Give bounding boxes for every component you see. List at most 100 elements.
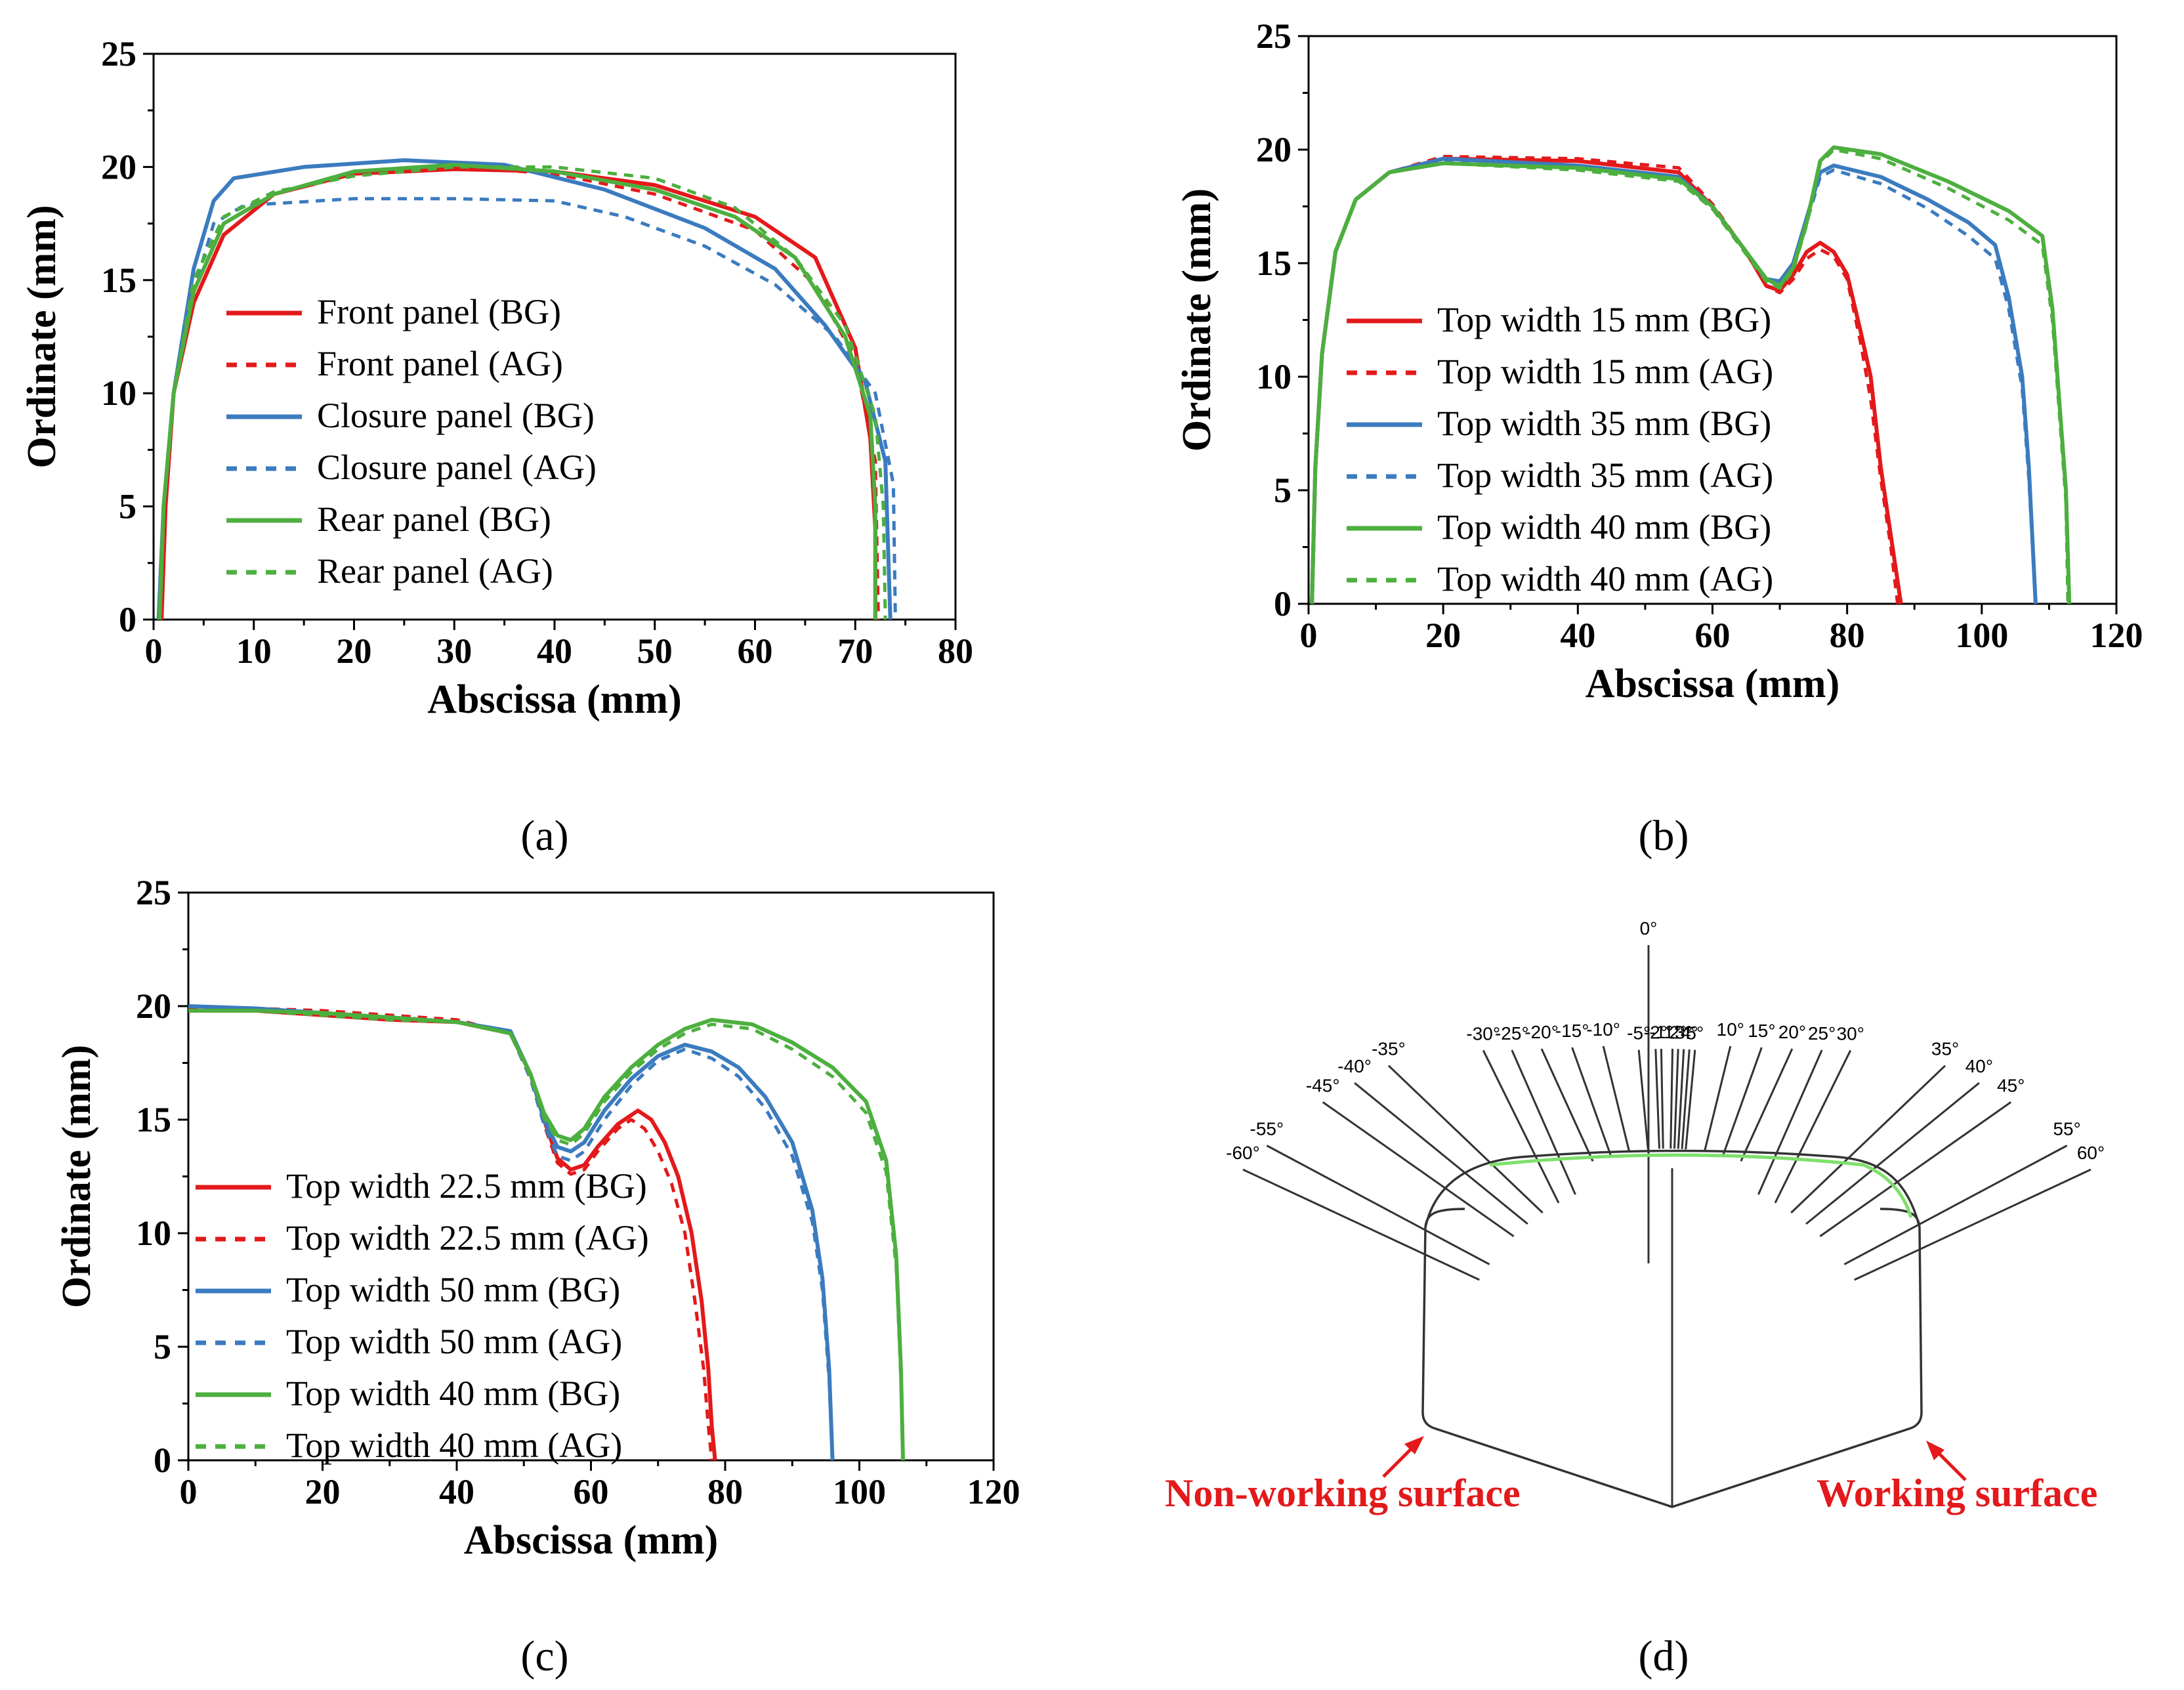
x-tick-label: 50 [637,631,673,671]
chart-c: 0 20 40 60 80 100 120 0 5 10 15 20 25 Abscissa (mm) Or… [54,873,1020,1563]
x-tick-label: 20 [305,1472,341,1511]
series-line-5 [158,163,877,620]
angle-label: 55° [2053,1119,2080,1139]
x-tick-label: 80 [1830,616,1865,655]
legend-label: Closure panel (AG) [317,448,597,487]
x-tick-label: 80 [707,1472,743,1511]
y-tick-label: 20 [136,986,171,1026]
legend-label: Top width 15 mm (AG) [1437,352,1773,391]
caption-b: (b) [1639,812,1689,860]
angle-label: 1° [1664,1022,1681,1042]
x-tick-label: 100 [1955,616,2008,655]
x-tick-label: 0 [145,631,163,671]
legend-label: Top width 40 mm (BG) [286,1374,620,1413]
angle-line [1721,1047,1763,1156]
angle-label: -2° [1644,1022,1668,1042]
series-line-2 [188,1007,714,1461]
non-working-surface-label: Non-working surface [1165,1471,1521,1515]
x-axis-label: Abscissa (mm) [464,1518,718,1563]
angle-label: 3° [1675,1023,1692,1043]
angle-line [1511,1049,1576,1195]
angle-label: 10° [1717,1019,1744,1040]
y-tick-label: 0 [154,1441,171,1480]
y-tick-label: 10 [101,373,136,413]
angle-label: 0° [1640,918,1658,939]
y-axis-label: Ordinate (mm) [54,1045,99,1308]
angle-line [1354,1082,1528,1225]
series-line-6 [158,165,887,620]
legend-label: Top width 22.5 mm (BG) [286,1166,647,1206]
legend-label: Closure panel (BG) [317,396,595,435]
x-tick-label: 70 [837,631,873,671]
y-tick-label: 25 [101,34,136,74]
angle-line [1602,1046,1631,1152]
angle-line [1843,1145,2068,1265]
angle-line [1681,1049,1690,1149]
x-tick-label: 60 [738,631,773,671]
y-tick-label: 0 [119,600,136,639]
angle-line [1322,1101,1515,1237]
legend-label: Top width 50 mm (BG) [286,1270,620,1309]
angle-label: -30° [1466,1023,1500,1044]
x-tick-label: 60 [1695,616,1731,655]
angle-label: 35° [1931,1039,1959,1059]
x-tick-label: 20 [1425,616,1461,655]
legend-label: Top width 40 mm (AG) [286,1426,622,1465]
legend-label: Top width 50 mm (AG) [286,1322,622,1361]
series-line-6 [188,1009,905,1461]
y-tick-label: 20 [1256,130,1292,169]
y-axis-label: Ordinate (mm) [20,205,64,468]
y-tick-label: 0 [1274,584,1292,623]
x-axis-label: Abscissa (mm) [1586,662,1839,706]
angle-label: 40° [1965,1056,1993,1076]
series-line-3 [156,158,892,620]
angle-label: -5° [1627,1023,1650,1044]
angle-line [1740,1048,1794,1162]
angle-line [1660,1049,1664,1149]
angle-label: 20° [1778,1022,1806,1042]
series-line-4 [157,197,897,620]
y-tick-label: 20 [101,147,136,186]
x-tick-label: 40 [537,631,572,671]
x-tick-label: 80 [938,631,973,671]
x-tick-label: 0 [1300,616,1318,655]
legend-label: Top width 40 mm (AG) [1437,559,1773,599]
angle-label: -1° [1649,1022,1673,1042]
legend-label: Front panel (BG) [317,292,561,331]
y-tick-label: 15 [101,261,136,300]
legend-label: Rear panel (AG) [317,551,553,591]
angle-label: 4° [1681,1023,1698,1043]
legend-label: Front panel (AG) [317,344,563,383]
y-tick-label: 15 [1256,243,1292,283]
x-tick-label: 20 [337,631,372,671]
angle-line [1540,1048,1594,1162]
x-tick-label: 120 [2090,616,2143,655]
x-tick-label: 60 [574,1472,609,1511]
angle-line [1637,1049,1649,1150]
angle-label: -40° [1337,1056,1372,1076]
angle-label: -35° [1372,1039,1406,1059]
angle-line [1774,1049,1852,1204]
angle-label: -25° [1495,1023,1529,1044]
left-arrow [1382,1436,1424,1478]
angle-label: 2° [1670,1022,1687,1042]
series-line-6 [1310,148,2070,604]
angle-line [1703,1046,1732,1152]
angle-label: -55° [1250,1119,1284,1139]
x-tick-label: 120 [967,1472,1020,1511]
legend-label: Top width 35 mm (AG) [1437,455,1773,495]
angle-label: 15° [1748,1021,1775,1041]
caption-d: (d) [1639,1632,1689,1680]
diagram-d: 0°-1°-2°-5°-10°-15°-20°-25°-30°-35°-40°-… [1165,918,2105,1515]
legend-label: Top width 15 mm (BG) [1437,300,1771,339]
x-tick-label: 40 [439,1472,474,1511]
x-axis-label: Abscissa (mm) [427,677,681,722]
chart-a: 0 10 20 30 40 50 60 70 80 0 5 10 15 20 25 Abscissa (mm)… [20,34,973,722]
y-tick-label: 5 [1274,471,1292,510]
measured-profile-green [1489,1153,1913,1218]
legend-label: Top width 22.5 mm (AG) [286,1218,649,1257]
y-tick-label: 5 [154,1327,171,1366]
angle-line [1685,1049,1696,1150]
angle-line [1670,1049,1674,1149]
